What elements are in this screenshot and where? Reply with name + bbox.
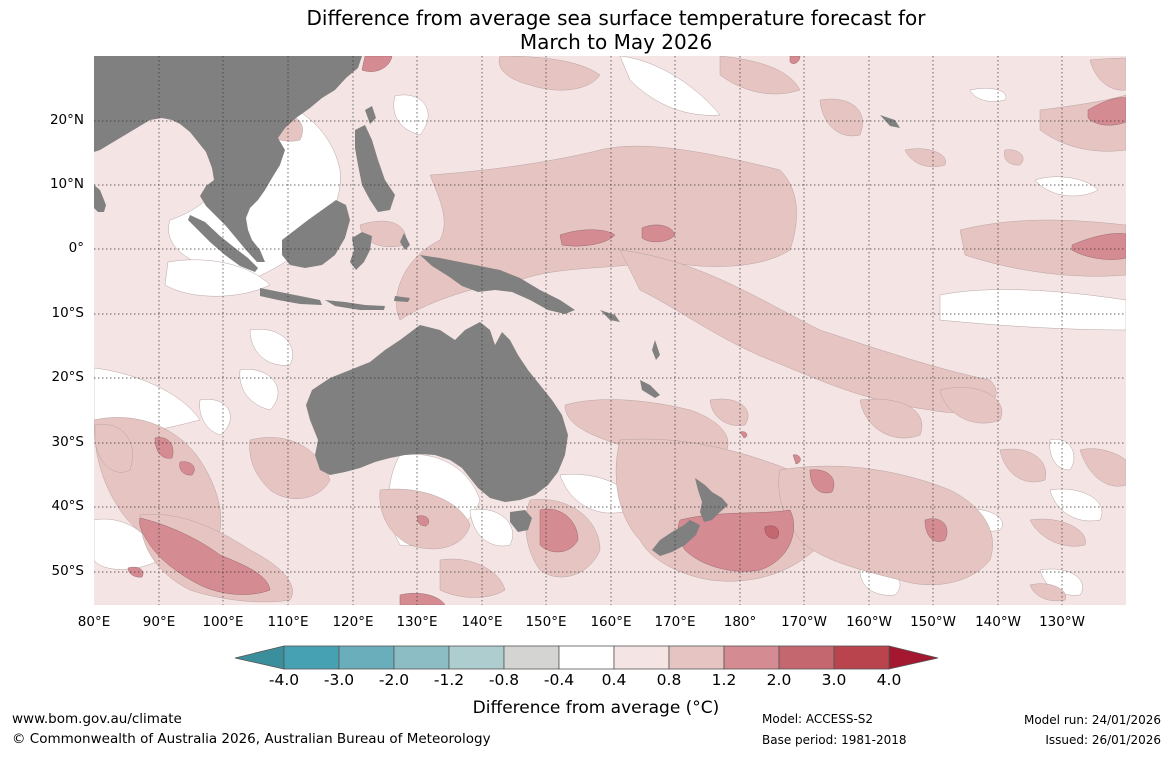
title-line-1: Difference from average sea surface temp…: [306, 6, 926, 30]
map-gridlines: [94, 56, 1126, 605]
base-period: Base period: 1981-2018: [762, 733, 907, 747]
lon-label: 100°E: [202, 614, 244, 630]
lon-label: 140°E: [461, 614, 503, 630]
land-india-tip: [94, 185, 106, 212]
lat-label: 50°S: [51, 563, 85, 579]
lon-label: 180°: [723, 614, 757, 630]
copyright-text: © Commonwealth of Australia 2026, Austra…: [12, 731, 491, 747]
lat-label: 10°S: [51, 305, 85, 321]
lon-label: 150°E: [525, 614, 567, 630]
colorbar-tick: 3.0: [821, 671, 847, 689]
land-philippines: [355, 125, 395, 212]
map-title: Difference from average sea surface temp…: [0, 6, 1173, 54]
colorbar-tick: 0.4: [601, 671, 627, 689]
lon-label: 110°E: [267, 614, 309, 630]
lon-label: 160°E: [590, 614, 632, 630]
land-java: [260, 288, 322, 305]
colorbar-segment: [283, 645, 340, 670]
lat-label: 20°N: [49, 112, 84, 128]
colorbar-extend-low: [234, 645, 285, 670]
warm-anomaly-regions-2-0-to-3-0: [764, 525, 779, 539]
colorbar-segment: [723, 645, 780, 670]
model-run-date: Model run: 24/01/2026: [1023, 713, 1161, 727]
colorbar-tick: -2.0: [378, 671, 410, 689]
land-nz-north: [695, 478, 728, 522]
lat-label: 40°S: [51, 498, 85, 514]
land-sumatra: [188, 215, 258, 272]
colorbar-segment: [448, 645, 505, 670]
lon-label: 130°W: [1039, 614, 1085, 630]
model-name: Model: ACCESS-S2: [762, 712, 874, 726]
lat-label: 10°N: [49, 176, 84, 192]
land-sulawesi: [350, 232, 372, 270]
colorbar-segment: [833, 645, 890, 670]
lon-label: 170°E: [654, 614, 696, 630]
colorbar-segment: [503, 645, 560, 670]
colorbar-tick: -3.0: [323, 671, 355, 689]
land-borneo: [282, 200, 350, 268]
colorbar-label: Difference from average (°C): [472, 698, 720, 718]
issued-date: Issued: 26/01/2026: [1045, 733, 1161, 747]
land-taiwan: [365, 106, 376, 124]
colorbar-segment: [613, 645, 670, 670]
land-tasmania: [510, 510, 532, 532]
land-new-guinea: [420, 255, 575, 314]
colorbar-tick: -0.4: [543, 671, 575, 689]
title-line-2: March to May 2026: [519, 30, 713, 54]
lon-label: 120°E: [332, 614, 374, 630]
colorbar-tick: 0.8: [656, 671, 682, 689]
warm-anomaly-regions-1-2-to-2-0: [127, 56, 1126, 605]
land-nz-south: [652, 520, 700, 556]
colorbar-segment: [338, 645, 395, 670]
colorbar-tick: 4.0: [876, 671, 902, 689]
colorbar-segment: [393, 645, 450, 670]
lon-label: 140°W: [975, 614, 1021, 630]
lat-label: 20°S: [51, 369, 85, 385]
landmasses: [94, 56, 900, 556]
lat-label: 30°S: [51, 434, 85, 450]
colorbar-tick: 2.0: [766, 671, 792, 689]
lon-label: 90°E: [142, 614, 176, 630]
lon-label: 80°E: [77, 614, 111, 630]
land-asia-mainland: [94, 56, 362, 262]
colorbar: [234, 645, 939, 670]
colorbar-segment: [778, 645, 835, 670]
colorbar-segment: [558, 645, 615, 670]
colorbar-tick: 1.2: [711, 671, 737, 689]
website-link[interactable]: www.bom.gov.au/climate: [12, 711, 182, 727]
colorbar-tick: -1.2: [433, 671, 465, 689]
lat-label: 0°: [68, 240, 84, 256]
colorbar-segment: [668, 645, 725, 670]
colorbar-extend-high: [888, 645, 939, 670]
lon-label: 130°E: [396, 614, 438, 630]
colorbar-tick: -0.8: [488, 671, 520, 689]
land-australia: [306, 322, 568, 502]
lon-label: 170°W: [781, 614, 827, 630]
colorbar-tick: -4.0: [268, 671, 300, 689]
lon-label: 160°W: [846, 614, 892, 630]
lon-label: 150°W: [910, 614, 956, 630]
